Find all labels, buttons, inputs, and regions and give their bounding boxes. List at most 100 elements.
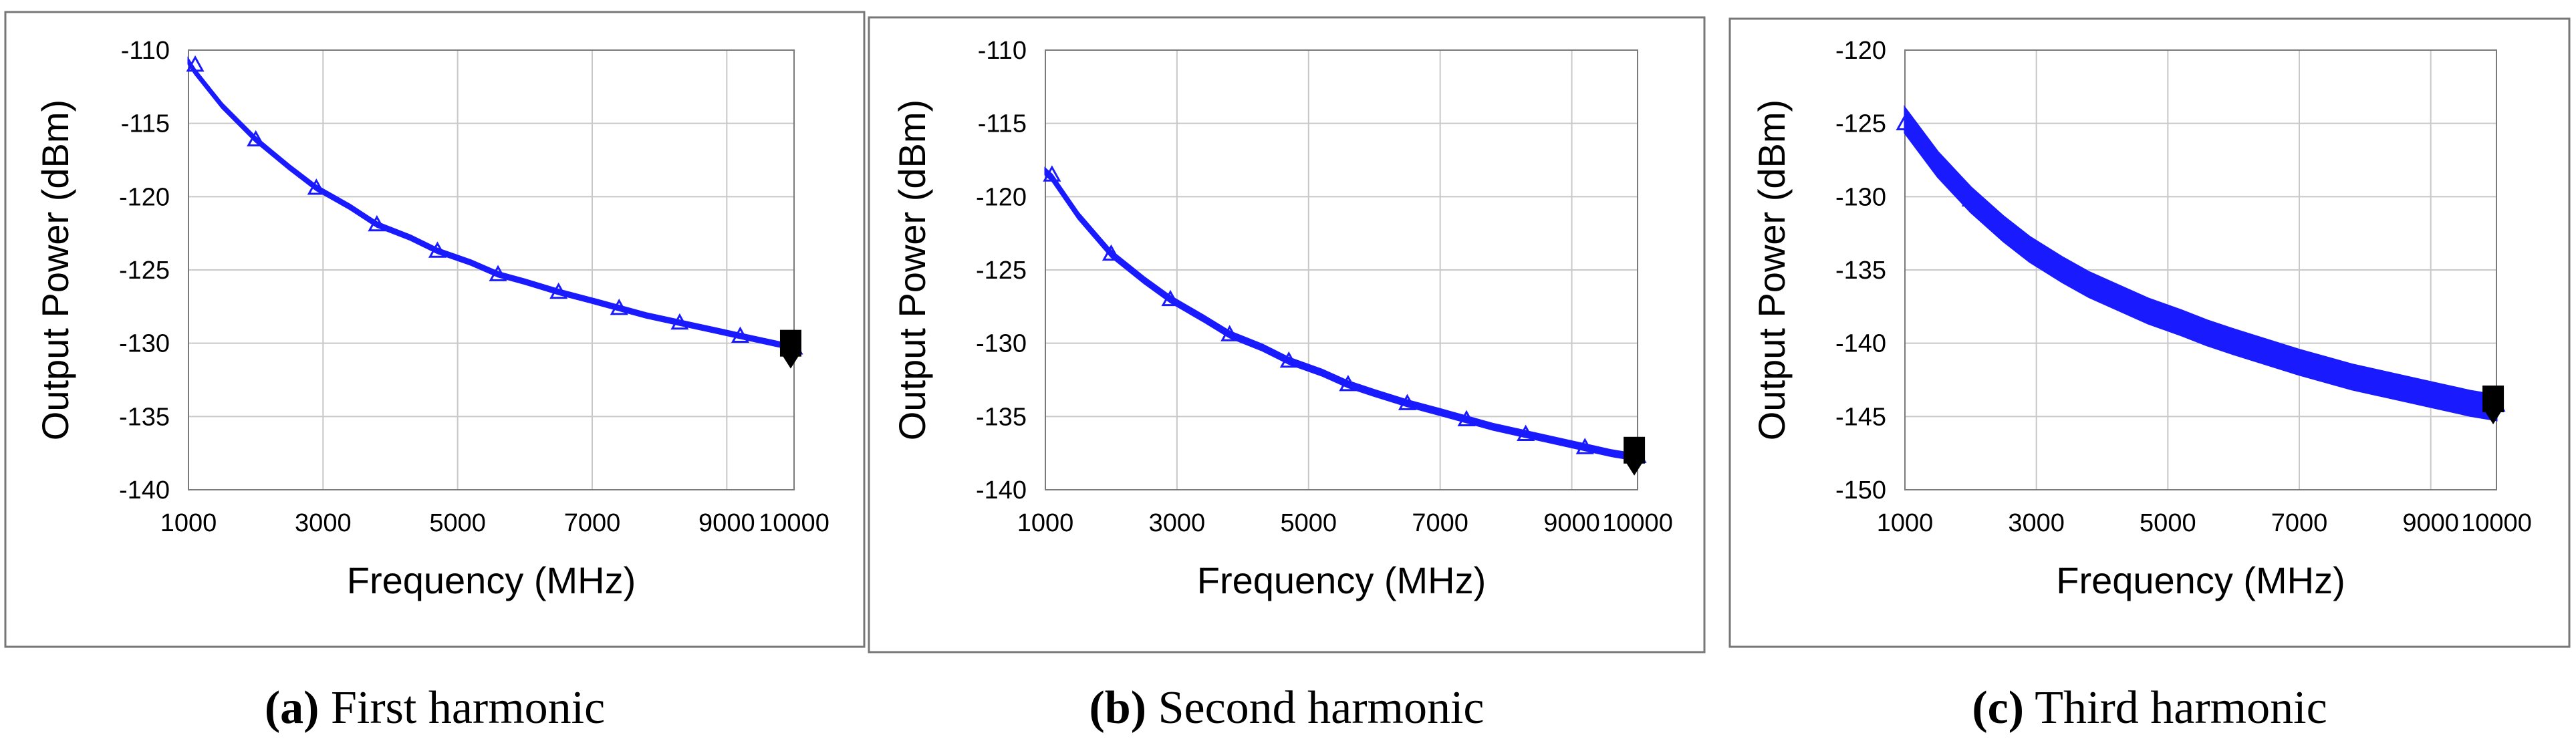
panel-c-x-axis-label: Frequency (MHz)	[2056, 559, 2345, 601]
panel-b-data-marker	[1457, 410, 1476, 427]
panel-c-data-marker	[1961, 190, 1980, 207]
panel-a-end-marker-tip	[781, 353, 800, 369]
panel-c-data-marker	[2375, 374, 2394, 392]
panel-a-y-tick-label: -135	[119, 403, 170, 431]
panel-b-y-tick-label: -130	[976, 330, 1027, 358]
panel-c-x-tick-label: 7000	[2271, 509, 2328, 537]
panel-a-x-tick-label: 1000	[160, 509, 217, 537]
panel-b-data-marker	[1339, 374, 1358, 392]
panel-b-y-tick-label: -140	[976, 476, 1027, 504]
panel-a-y-tick-label: -140	[119, 476, 170, 504]
panel-b-end-marker	[1624, 436, 1646, 464]
panel-a-data-marker	[489, 265, 507, 281]
panel-c-caption-letter: (c)	[1972, 682, 2024, 734]
panel-c-x-tick-label: 9000	[2402, 509, 2459, 537]
panel-a-end-marker	[779, 329, 801, 357]
panel-c-data-marker	[2434, 388, 2453, 405]
panel-a-data-marker	[186, 55, 205, 72]
panel-c-end-marker-tip	[2484, 410, 2503, 425]
panel-a-data-marker	[731, 326, 750, 343]
panel-a-y-tick-label: -110	[121, 37, 170, 65]
panel-a-caption: (a) First harmonic	[265, 682, 605, 734]
panel-c-data-marker	[2079, 275, 2098, 292]
panel-c-y-axis-label: Output Power (dBm)	[1751, 100, 1793, 440]
panel-b: 1000 3000 5000 7000 9000 10000 -110 -115 -120 -12…	[868, 16, 1706, 734]
panel-c-y-tick-label: -140	[1835, 330, 1886, 358]
panel-a-y-tick-label: -115	[121, 110, 170, 138]
panel-c-x-tick-label: 10000	[2461, 509, 2532, 537]
panel-a-data-marker	[307, 178, 326, 195]
panel-a-data-marker	[368, 214, 386, 232]
panel-b-data-marker	[1517, 424, 1535, 441]
panel-a-x-tick-label: 3000	[295, 509, 352, 537]
panel-c-data-marker	[2257, 342, 2276, 359]
panel-b-y-tick-label: -135	[976, 403, 1027, 431]
panel-b-caption-text: Second harmonic	[1146, 682, 1484, 734]
panel-b-x-tick-label: 7000	[1412, 509, 1468, 537]
panel-a-data-marker	[247, 130, 265, 147]
panel-b-caption: (b) Second harmonic	[1089, 682, 1485, 734]
panel-a-data-marker	[610, 298, 628, 315]
panel-c-y-tick-label: -125	[1835, 110, 1886, 138]
panel-b-x-tick-label: 9000	[1543, 509, 1600, 537]
panel-c-end-marker	[2482, 386, 2504, 413]
panel-a-x-tick-label: 7000	[564, 509, 621, 537]
panel-c-x-tick-label: 3000	[2008, 509, 2065, 537]
panel-c-x-tick-label: 1000	[1877, 509, 1934, 537]
panel-b-x-tick-label: 10000	[1602, 509, 1673, 537]
panel-c-series-line	[1904, 120, 2497, 410]
panel-b-x-tick-label: 3000	[1149, 509, 1206, 537]
panel-a-caption-text: First harmonic	[319, 682, 605, 734]
panel-c-plot-border	[1904, 49, 2497, 490]
panel-a-y-tick-label: -130	[119, 330, 170, 358]
panel-a-plot-border	[188, 49, 795, 490]
panel-c-data-marker	[2316, 360, 2335, 377]
panel-c-data-marker	[1896, 114, 1914, 130]
panel-b-series-line	[1044, 170, 1638, 459]
panel-b-data-marker	[1575, 438, 1594, 454]
panel-b-end-marker-tip	[1625, 460, 1644, 476]
panel-b-data-marker	[1398, 394, 1416, 410]
panel-b-y-axis-label: Output Power (dBm)	[891, 100, 933, 440]
panel-c-y-tick-label: -145	[1835, 403, 1886, 431]
panel-b-data-marker	[1279, 351, 1298, 368]
panel-b-data-marker	[1220, 325, 1239, 341]
panel-b-caption-letter: (b)	[1089, 682, 1147, 734]
panel-c-y-tick-label: -150	[1835, 476, 1886, 504]
panel-c-x-tick-label: 5000	[2140, 509, 2196, 537]
panel-b-x-axis-label: Frequency (MHz)	[1197, 559, 1487, 601]
panel-c-caption: (c) Third harmonic	[1972, 682, 2327, 734]
panel-c-y-tick-label: -120	[1835, 37, 1886, 65]
panel-a-data-marker	[428, 241, 447, 258]
panel-c-data-marker	[2198, 323, 2216, 340]
panel-c-series-band	[1904, 105, 2498, 422]
panel-a-y-axis-label: Output Power (dBm)	[34, 100, 76, 440]
panel-c-y-tick-label: -130	[1835, 183, 1886, 211]
panel-a-caption-letter: (a)	[265, 682, 319, 734]
panel-a-data-marker	[670, 313, 689, 330]
panel-a-x-tick-label: 9000	[698, 509, 755, 537]
panel-c-caption-text: Third harmonic	[2024, 682, 2327, 734]
panel-a-series-line	[187, 61, 795, 349]
panel-b-x-tick-label: 5000	[1281, 509, 1337, 537]
panel-b-data-marker	[1043, 165, 1061, 182]
panel-c-data-marker	[2139, 301, 2158, 318]
panel-c: 1000 3000 5000 7000 9000 10000 -120 -125 -130 -13…	[1728, 17, 2571, 734]
panel-a-x-tick-label: 10000	[759, 509, 829, 537]
panel-b-data-marker	[1161, 289, 1180, 307]
panel-a-x-tick-label: 5000	[429, 509, 486, 537]
panel-a-data-marker	[549, 282, 568, 299]
panel-b-y-tick-label: -115	[978, 110, 1027, 138]
panel-a: 1000 3000 5000 7000 9000 10000 -110 -115 -120 -12…	[4, 11, 866, 734]
panel-b-y-tick-label: -110	[978, 37, 1027, 65]
panel-c-data-marker	[2021, 240, 2039, 257]
panel-a-x-axis-label: Frequency (MHz)	[347, 559, 636, 601]
panel-c-y-tick-label: -135	[1835, 257, 1886, 285]
panel-b-data-marker	[1102, 244, 1120, 261]
panel-b-y-tick-label: -120	[976, 183, 1027, 211]
panel-b-plot-border	[1045, 49, 1638, 490]
panel-b-x-tick-label: 1000	[1017, 509, 1074, 537]
panel-b-y-tick-label: -125	[976, 257, 1027, 285]
panel-a-y-tick-label: -125	[119, 257, 170, 285]
